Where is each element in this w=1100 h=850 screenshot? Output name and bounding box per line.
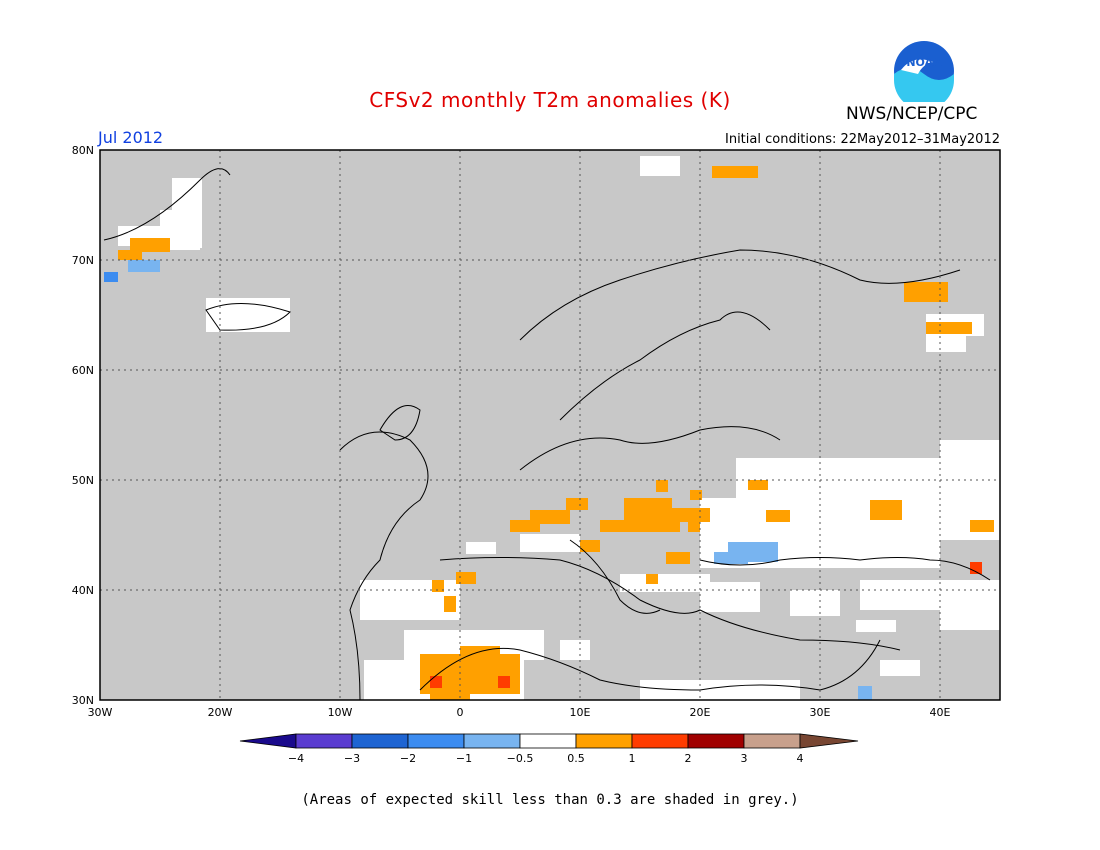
anomaly-cell — [104, 272, 118, 282]
skill-footnote: (Areas of expected skill less than 0.3 a… — [301, 792, 799, 808]
map-frame — [99, 149, 1001, 701]
colorbar-labels: −4 −3 −2 −1 −0.5 0.5 1 2 3 4 — [288, 752, 804, 765]
anomaly-cell — [766, 510, 790, 522]
anomaly-cell — [640, 156, 680, 176]
lon-label-30e: 30E — [810, 706, 831, 719]
colorbar-label: 1 — [629, 752, 636, 765]
lon-labels: 30W 20W 10W 0 10E 20E 30E 40E — [88, 706, 951, 719]
anomaly-cell — [530, 510, 570, 524]
gridlines — [100, 150, 1000, 700]
anomaly-cell — [926, 334, 966, 352]
colorbar-label: −1 — [456, 752, 472, 765]
lon-label-20w: 20W — [208, 706, 233, 719]
anomaly-cell — [580, 540, 600, 552]
colorbar-label: 2 — [685, 752, 692, 765]
anomaly-cell — [620, 574, 710, 592]
colorbar-swatch-6 — [575, 733, 633, 749]
colorbar-label: −4 — [288, 752, 304, 765]
lon-label-10e: 10E — [570, 706, 591, 719]
colorbar-label: −3 — [344, 752, 360, 765]
lon-label-10w: 10W — [328, 706, 353, 719]
month-label: Jul 2012 — [98, 128, 164, 147]
anomaly-cell — [206, 298, 290, 332]
lon-label-0: 0 — [457, 706, 464, 719]
anomaly-cell — [690, 490, 702, 500]
colorbar-label: −2 — [400, 752, 416, 765]
lat-label-30n: 30N — [72, 694, 94, 707]
anomaly-cell — [858, 686, 872, 700]
anomaly-cell — [640, 680, 800, 700]
colorbar-swatch-7 — [631, 733, 689, 749]
lat-label-70n: 70N — [72, 254, 94, 267]
anomaly-cell — [432, 580, 444, 592]
anomaly-cell — [456, 572, 476, 584]
organization-label: NWS/NCEP/CPC — [846, 104, 978, 124]
colorbar-swatch-2 — [351, 733, 409, 749]
anomaly-cell — [860, 580, 1000, 610]
anomaly-cell — [712, 166, 758, 178]
anomaly-cell — [430, 688, 470, 700]
anomaly-cell — [520, 534, 580, 552]
anomaly-cell — [970, 520, 994, 532]
anomaly-cell — [688, 520, 700, 532]
anomaly-cell — [970, 562, 982, 574]
anomaly-cell — [566, 498, 588, 510]
lon-label-20e: 20E — [690, 706, 711, 719]
anomaly-cell — [130, 238, 170, 252]
map-background — [100, 150, 1000, 700]
colorbar-swatch-3 — [407, 733, 465, 749]
anomaly-cell — [660, 508, 710, 522]
anomaly-cell — [498, 676, 510, 688]
anomaly-cell — [940, 440, 1000, 460]
noaa-logo-text: NOAA — [906, 56, 942, 69]
anomaly-cell — [940, 610, 1000, 630]
lat-label-50n: 50N — [72, 474, 94, 487]
anomaly-cell — [870, 500, 902, 520]
coastlines — [103, 168, 991, 701]
colorbar-swatch-0 — [239, 733, 297, 749]
anomaly-cell — [904, 282, 948, 302]
anomaly-cell — [118, 250, 142, 260]
colorbar-label: 3 — [741, 752, 748, 765]
anomaly-cell — [430, 676, 442, 688]
anomaly-cell — [128, 260, 160, 272]
noaa-logo: NOAA — [893, 40, 955, 110]
anomaly-cell — [560, 640, 590, 660]
colorbar-swatch-10 — [799, 733, 859, 749]
anomaly-cell — [856, 620, 896, 632]
lat-label-40n: 40N — [72, 584, 94, 597]
anomaly-cell — [466, 542, 496, 554]
lat-labels: 30N 40N 50N 60N 70N 80N — [72, 144, 94, 707]
colorbar-label: −0.5 — [507, 752, 534, 765]
anomaly-cell — [646, 574, 658, 584]
lon-label-40e: 40E — [930, 706, 951, 719]
lat-label-80n: 80N — [72, 144, 94, 157]
anomaly-cell — [926, 322, 972, 334]
colorbar-swatch-9 — [743, 733, 801, 749]
colorbar-swatch-1 — [295, 733, 353, 749]
colorbar-label: 0.5 — [567, 752, 585, 765]
colorbar-swatch-5 — [519, 733, 577, 749]
colorbar-label: 4 — [797, 752, 804, 765]
anomaly-cell — [714, 552, 748, 564]
anomaly-cell — [656, 480, 668, 492]
lat-label-60n: 60N — [72, 364, 94, 377]
anomaly-cell — [444, 596, 456, 612]
anomaly-cell — [880, 660, 920, 676]
anomaly-cell — [600, 520, 680, 532]
anomaly-cell — [748, 480, 768, 490]
anomaly-cell — [790, 590, 840, 616]
colorbar — [239, 733, 859, 749]
initial-conditions-label: Initial conditions: 22May2012–31May2012 — [725, 132, 1000, 147]
anomaly-cell — [700, 582, 760, 612]
colorbar-swatch-4 — [463, 733, 521, 749]
chart-title: CFSv2 monthly T2m anomalies (K) — [369, 88, 731, 112]
colorbar-swatch-8 — [687, 733, 745, 749]
lon-label-30w: 30W — [88, 706, 113, 719]
anomaly-cell — [666, 552, 690, 564]
